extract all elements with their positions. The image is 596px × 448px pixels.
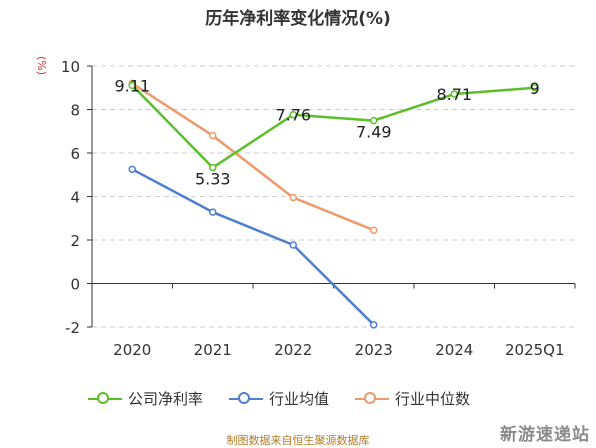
y-tick-label: 2 bbox=[70, 232, 80, 250]
data-label: 7.49 bbox=[356, 123, 392, 142]
x-tick-label: 2020 bbox=[113, 341, 151, 359]
data-point bbox=[370, 116, 378, 125]
legend-item-industry-median[interactable]: 行业中位数 bbox=[355, 388, 470, 409]
data-point bbox=[531, 84, 539, 92]
legend-label-company: 公司净利率 bbox=[128, 390, 204, 408]
data-label: 9 bbox=[530, 79, 540, 98]
data-point bbox=[370, 226, 378, 234]
data-point bbox=[450, 90, 458, 98]
data-label: 9.11 bbox=[114, 76, 150, 95]
y-tick-label: -2 bbox=[65, 319, 80, 337]
legend-item-industry-mean[interactable]: 行业均值 bbox=[229, 388, 329, 409]
data-label: 8.71 bbox=[436, 85, 472, 104]
data-label: 7.76 bbox=[275, 106, 311, 125]
chart-title: 历年净利率变化情况(%) bbox=[205, 9, 391, 29]
legend-swatch-company bbox=[88, 391, 122, 406]
legend-swatch-industry-median bbox=[355, 391, 390, 406]
legend-swatch-industry-mean bbox=[229, 391, 264, 406]
series-line bbox=[131, 168, 375, 326]
y-tick-label: 4 bbox=[70, 189, 80, 207]
data-point bbox=[128, 165, 136, 174]
data-source-note: 制图数据来自恒生聚源数据库 bbox=[226, 434, 370, 447]
x-tick-label: 2022 bbox=[274, 341, 312, 359]
legend: 公司净利率 行业均值 行业中位数 bbox=[88, 388, 470, 409]
legend-label-industry-mean: 行业均值 bbox=[269, 390, 330, 408]
y-tick-label: 8 bbox=[70, 102, 80, 120]
data-point bbox=[289, 193, 297, 202]
data-label: 5.33 bbox=[195, 170, 231, 189]
y-tick-label: 0 bbox=[70, 276, 80, 294]
data-point bbox=[209, 163, 217, 172]
x-tick-label: 2025Q1 bbox=[505, 341, 565, 359]
x-tick-label: 2021 bbox=[194, 341, 232, 359]
data-point bbox=[289, 241, 297, 249]
data-point bbox=[128, 81, 136, 90]
y-tick-label: 6 bbox=[70, 145, 80, 163]
legend-label-industry-median: 行业中位数 bbox=[395, 390, 471, 408]
data-point bbox=[209, 131, 217, 140]
series-line bbox=[131, 84, 535, 169]
data-point bbox=[370, 321, 378, 329]
watermark: 新游速递站 bbox=[500, 425, 590, 445]
legend-item-company[interactable]: 公司净利率 bbox=[88, 388, 203, 409]
x-tick-label: 2023 bbox=[355, 341, 393, 359]
series-line bbox=[131, 82, 375, 232]
y-tick-label: 10 bbox=[61, 58, 80, 76]
data-point bbox=[209, 208, 217, 216]
x-tick-label: 2024 bbox=[435, 341, 473, 359]
y-axis-unit: (%) bbox=[35, 56, 48, 76]
data-point bbox=[289, 110, 297, 119]
